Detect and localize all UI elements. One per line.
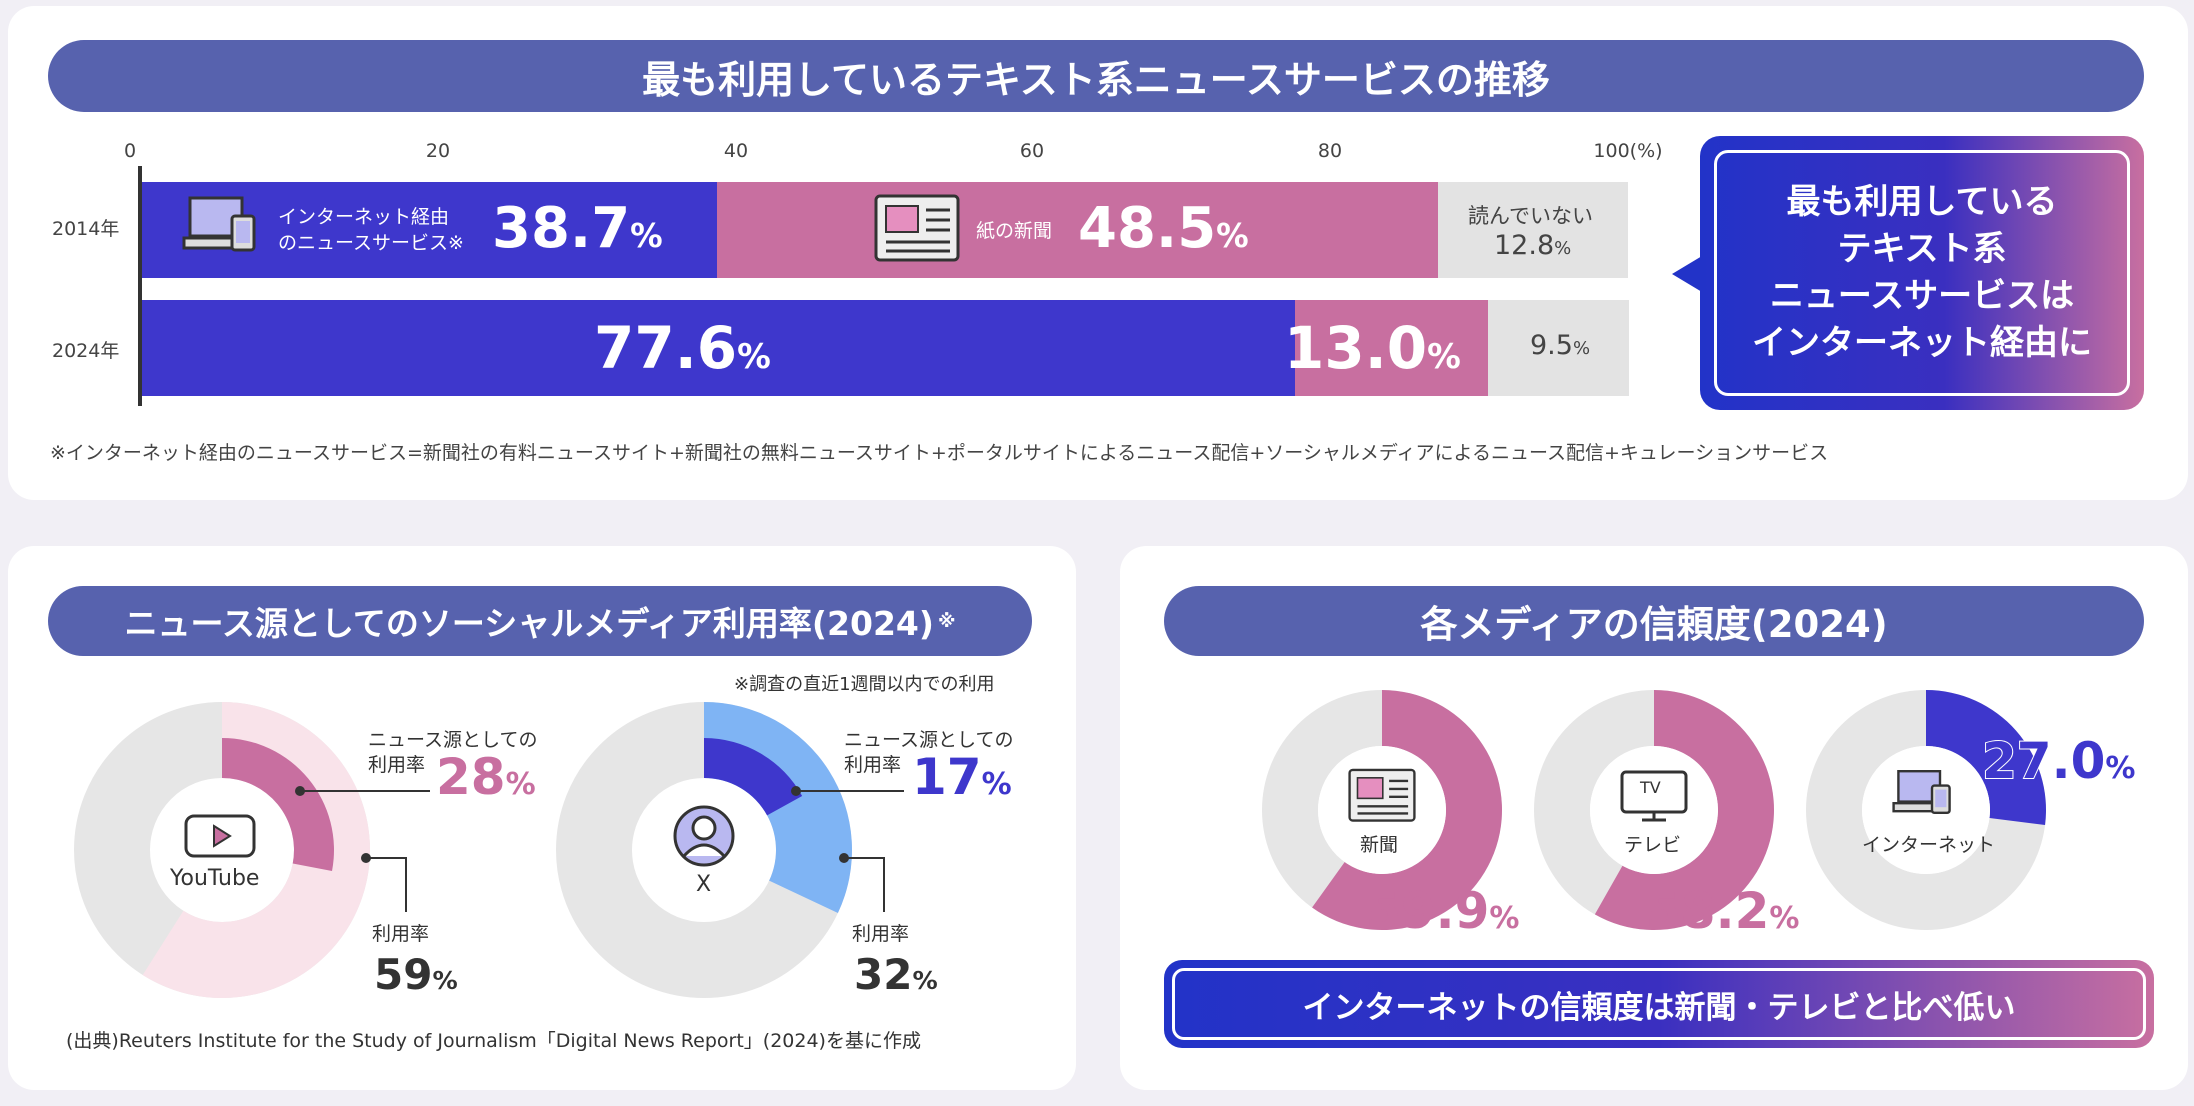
bar-2014-newspaper <box>717 182 1438 278</box>
tv-trust-label: テレビ <box>1624 834 1682 856</box>
axis-tick-0: 0 <box>123 140 137 162</box>
tv-icon-text: TV <box>1640 778 1661 797</box>
internet-trust-arc <box>1926 690 2046 826</box>
bar-2014-none-value: 12.8% <box>1494 230 1572 261</box>
axis-tick-40: 40 <box>723 140 749 162</box>
x-user-icon <box>673 805 735 867</box>
laptop-icon <box>182 196 256 252</box>
x-donut <box>556 702 852 998</box>
x-usage-value: 32% <box>854 950 938 999</box>
axis-tick-100: 100(%) <box>1593 140 1663 162</box>
callout-line-3: ニュースサービスは <box>1769 276 2075 316</box>
x-news-ring <box>704 738 803 816</box>
axis-tick-20: 20 <box>425 140 451 162</box>
axis-tick-80: 80 <box>1317 140 1343 162</box>
social-note: ※調査の直近1週間以内での利用 <box>734 674 995 695</box>
youtube-news-rate-value: 28% <box>436 748 536 806</box>
axis-tick-60: 60 <box>1019 140 1045 162</box>
internet-label-line2: のニュースサービス※ <box>278 232 464 254</box>
newspaper-icon <box>1348 768 1416 822</box>
bar-2024-none <box>1488 300 1630 396</box>
callout-line-2: テキスト系 <box>1837 229 2007 269</box>
newspaper-icon <box>874 194 960 262</box>
internet-trust-value: 27.0% <box>1981 731 2136 791</box>
trend-callout: 最も利用している テキスト系 ニュースサービスは インターネット経由に <box>1700 136 2144 410</box>
trend-title: 最も利用しているテキスト系ニュースサービスの推移 <box>48 40 2144 112</box>
trust-title: 各メディアの信頼度(2024) <box>1164 586 2144 656</box>
bar-2024-none-value: 9.5% <box>1530 330 1591 361</box>
social-source: (出典)Reuters Institute for the Study of J… <box>66 1030 921 1052</box>
youtube-leader-lines <box>295 786 430 912</box>
bar-2024-newspaper <box>1295 300 1489 396</box>
callout-line-4: インターネット経由に <box>1752 323 2092 363</box>
youtube-news-ring <box>222 738 334 871</box>
year-label-2024: 2024年 <box>52 340 120 362</box>
youtube-label: YouTube <box>170 866 260 891</box>
newspaper-trust-value: 59.9% <box>1366 882 1520 940</box>
x-news-rate-label: ニュース源としての 利用率 <box>844 729 1014 776</box>
axis-baseline <box>138 166 142 406</box>
youtube-usage-ring <box>142 702 370 998</box>
youtube-usage-value: 59% <box>374 950 458 999</box>
youtube-play-icon <box>184 814 256 858</box>
youtube-usage-label: 利用率 <box>372 923 430 945</box>
trust-banner-text: インターネットの信頼度は新聞・テレビと比べ低い <box>1172 968 2146 1040</box>
trust-banner: インターネットの信頼度は新聞・テレビと比べ低い <box>1164 960 2154 1048</box>
callout-line-1: 最も利用している <box>1786 182 2058 222</box>
x-usage-label: 利用率 <box>852 923 910 945</box>
bar-2024-internet-value: 77.6% <box>594 314 771 382</box>
bar-2014-none <box>1437 182 1628 278</box>
none-label: 読んでいない <box>1468 204 1593 228</box>
x-leader-lines <box>791 786 904 912</box>
year-label-2014: 2014年 <box>52 218 120 240</box>
newspaper-trust-arc <box>1312 690 1502 930</box>
internet-trust-label: インターネット <box>1862 834 1996 856</box>
x-label: X <box>696 872 712 897</box>
bar-2024-newspaper-value: 13.0% <box>1284 314 1461 382</box>
tv-trust-value: 58.2% <box>1646 882 1800 940</box>
social-title: ニュース源としてのソーシャルメディア利用率(2024) ※ <box>48 586 1032 656</box>
bar-2014-newspaper-value: 48.5% <box>1078 196 1249 261</box>
bar-2014-internet-value: 38.7% <box>492 196 663 261</box>
x-news-rate-value: 17% <box>912 748 1012 806</box>
callout-pointer <box>1672 256 1702 292</box>
youtube-news-rate-label: ニュース源としての 利用率 <box>368 729 538 776</box>
internet-label-line1: インターネット経由 <box>278 206 450 228</box>
newspaper-trust-label: 新聞 <box>1360 834 1399 856</box>
trend-footnote: ※インターネット経由のニュースサービス=新聞社の有料ニュースサイト+新聞社の無料… <box>50 442 1829 464</box>
tv-trust-arc <box>1594 690 1774 930</box>
bar-2024-internet <box>142 300 1296 396</box>
newspaper-label: 紙の新聞 <box>976 220 1053 242</box>
tv-icon <box>1620 770 1688 822</box>
laptop-icon <box>1892 770 1951 814</box>
